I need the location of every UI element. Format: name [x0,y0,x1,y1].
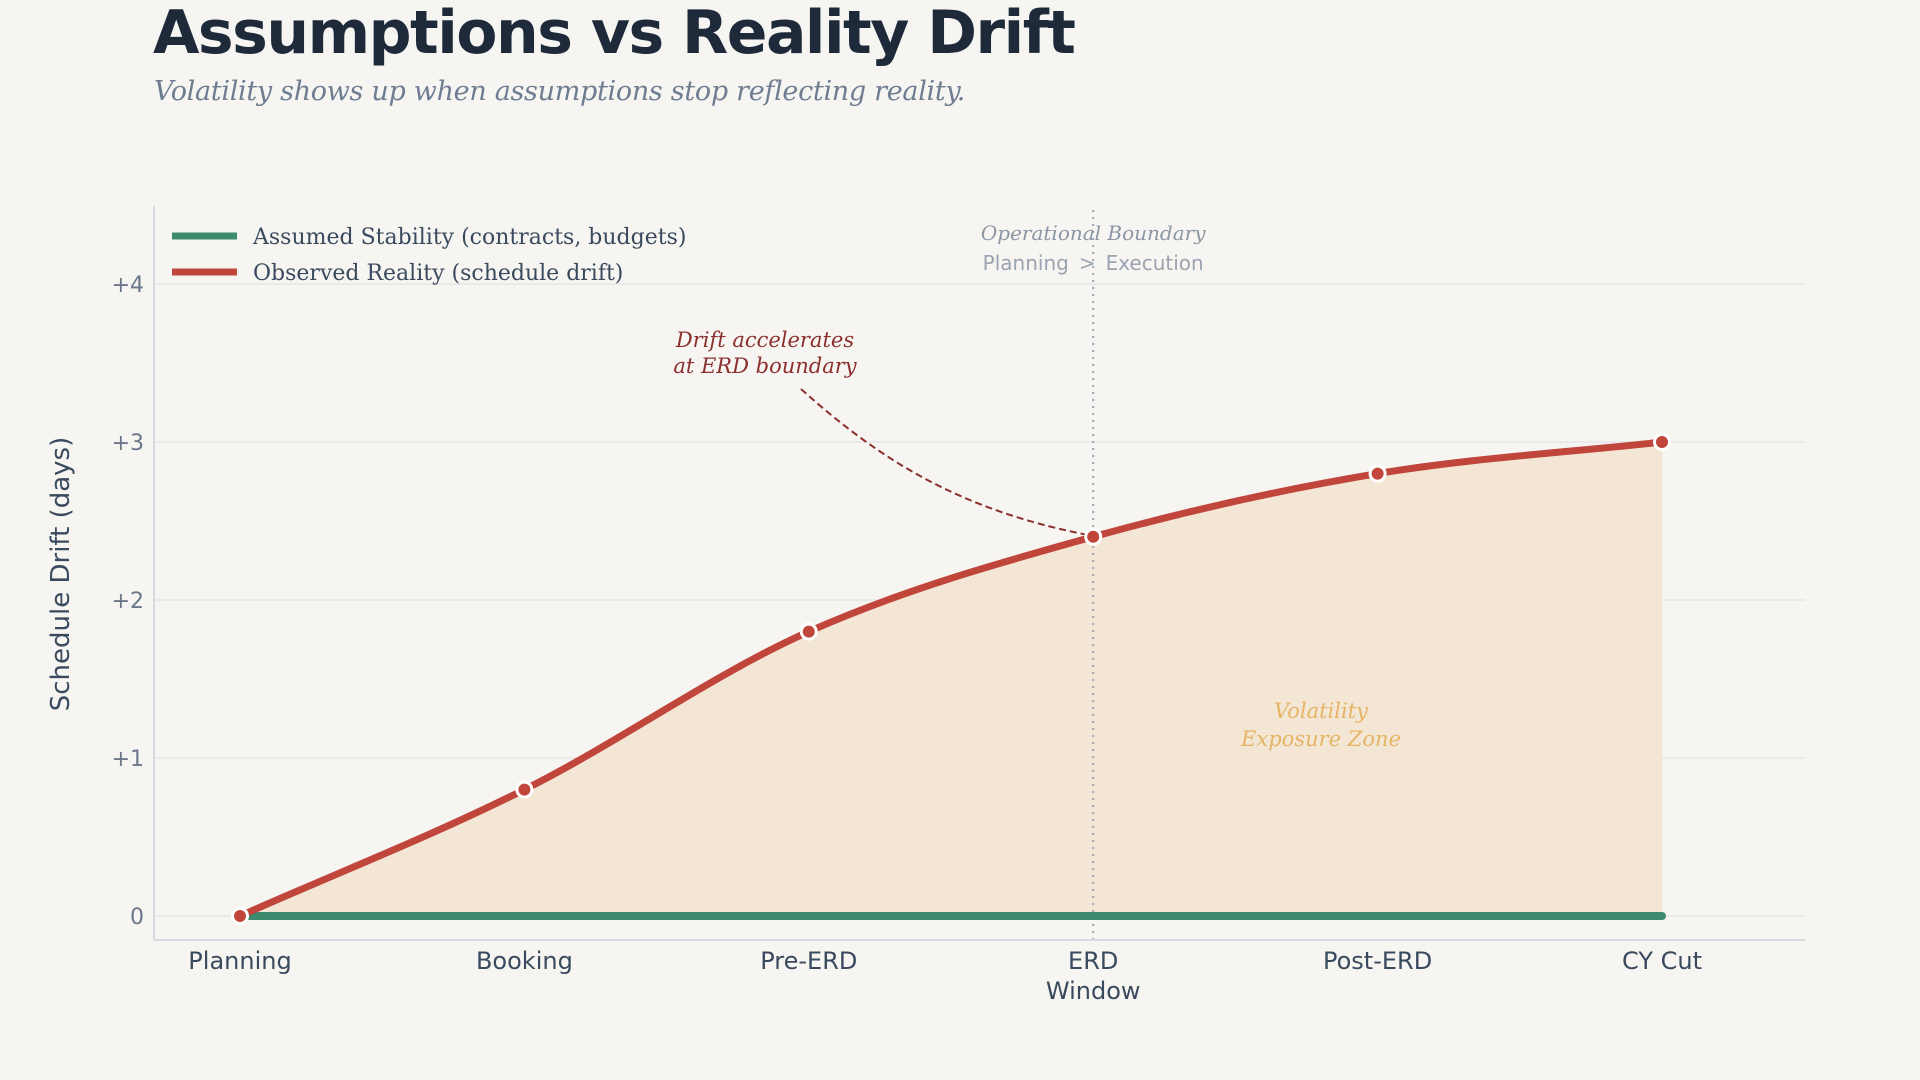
boundary-arrow-glyph: > [1079,251,1096,275]
data-point-observed [515,780,534,799]
x-tick-label: Post-ERD [1323,947,1432,975]
x-tick-label: Window [1046,977,1141,1005]
y-tick-label: +3 [112,431,144,456]
data-point-observed [1653,433,1671,451]
y-tick-label: +2 [112,589,144,614]
x-tick-label: CY Cut [1622,947,1702,975]
x-tick-label: Planning [188,947,291,975]
data-point-observed [799,622,818,641]
drift-annotation-connector [800,388,1088,536]
volatility-area-fill [240,442,1662,916]
x-tick-label: Booking [476,947,573,975]
y-axis-label: Schedule Drift (days) [46,437,76,712]
series-line-observed-reality [236,438,1666,920]
x-tick-label: Pre-ERD [760,947,857,975]
y-tick-labels: 0 +1 +2 +3 +4 [112,273,144,930]
x-tick-label: ERD [1068,947,1118,975]
axes [153,206,1805,941]
data-point-observed [1084,527,1103,546]
legend: Assumed Stability (contracts, budgets) O… [172,225,686,286]
data-point-observed [231,907,249,925]
data-point-observed [1368,464,1387,483]
chart-title: Assumptions vs Reality Drift [153,0,1076,68]
zone-label-line-1: Volatility [1274,699,1369,723]
boundary-planning-label: Planning [983,251,1069,275]
chart-subtitle: Volatility shows up when assumptions sto… [154,76,966,107]
drift-annotation-line-1: Drift accelerates [675,328,855,352]
boundary-title: Operational Boundary [981,221,1206,245]
legend-label-assumed: Assumed Stability (contracts, budgets) [252,225,686,250]
volatility-zone-label: Volatility Exposure Zone [1240,699,1401,751]
zone-label-line-2: Exposure Zone [1240,727,1401,751]
drift-annotation: Drift accelerates at ERD boundary [673,328,857,378]
y-tick-label: +1 [112,747,144,772]
boundary-execution-label: Execution [1106,251,1204,275]
series [231,433,1671,925]
operational-boundary-annotation: Operational Boundary Planning > Execution [981,221,1206,275]
boundary-subtitle: Planning > Execution [983,251,1204,275]
legend-label-observed: Observed Reality (schedule drift) [253,261,623,286]
y-tick-label: +4 [112,273,144,298]
drift-annotation-line-2: at ERD boundary [673,354,857,378]
y-tick-label: 0 [130,905,144,930]
